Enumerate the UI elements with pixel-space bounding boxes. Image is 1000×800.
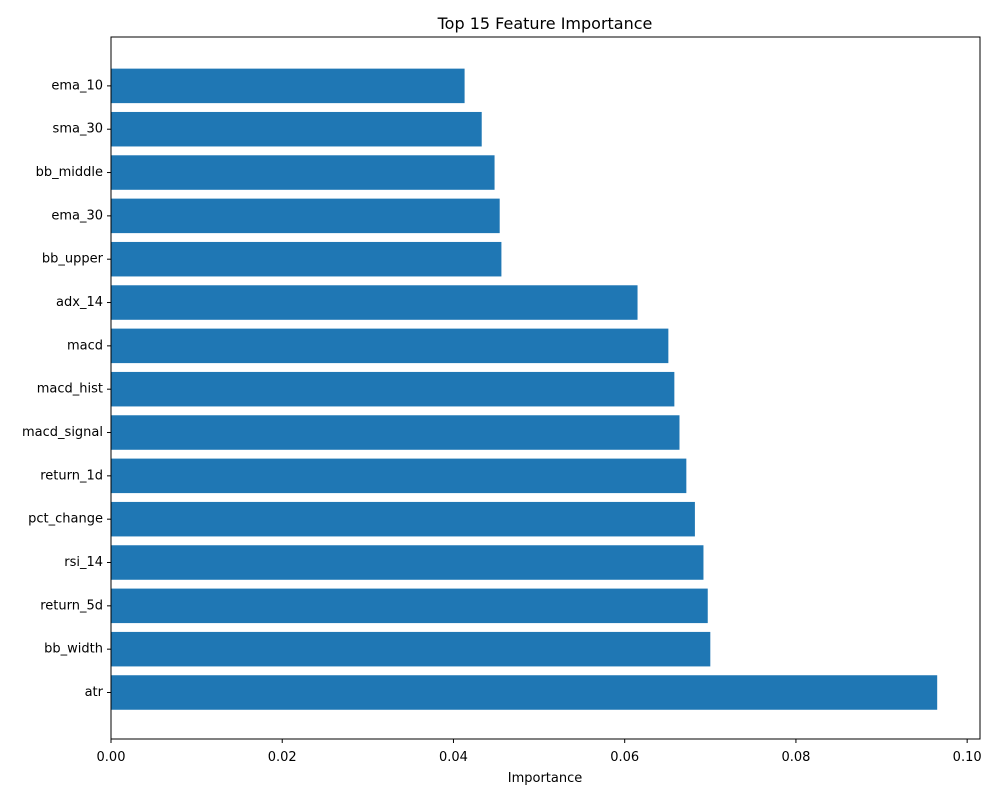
x-tick-label: 0.10 bbox=[953, 750, 982, 765]
y-tick-label: ema_30 bbox=[51, 208, 103, 223]
bar-return-5d bbox=[111, 588, 708, 624]
bar-pct-change bbox=[111, 501, 695, 537]
y-tick-label: return_1d bbox=[40, 468, 103, 483]
bars-group bbox=[111, 68, 938, 710]
y-tick-label: return_5d bbox=[40, 598, 103, 613]
y-tick-label: pct_change bbox=[28, 512, 103, 527]
bar-ema-10 bbox=[111, 68, 465, 104]
y-tick-label: bb_middle bbox=[36, 165, 103, 180]
bar-sma-30 bbox=[111, 111, 482, 147]
y-tick-label: ema_10 bbox=[51, 78, 103, 93]
plot-frame bbox=[110, 36, 981, 740]
bar-ema-30 bbox=[111, 198, 500, 234]
bar-atr bbox=[111, 675, 938, 710]
bar-bb-upper bbox=[111, 241, 502, 277]
x-tick-label: 0.00 bbox=[97, 750, 126, 765]
bar-macd bbox=[111, 328, 669, 364]
bar-rsi-14 bbox=[111, 545, 704, 580]
bar-return-1d bbox=[111, 458, 687, 494]
x-tick-label: 0.06 bbox=[610, 750, 639, 765]
y-tick-label: macd_hist bbox=[37, 382, 103, 397]
y-tick-label: bb_upper bbox=[42, 252, 104, 267]
bar-bb-width bbox=[111, 631, 711, 667]
y-tick-label: macd_signal bbox=[22, 425, 103, 440]
bar-bb-middle bbox=[111, 155, 495, 190]
x-tick-label: 0.04 bbox=[439, 750, 468, 765]
y-tick-label: sma_30 bbox=[53, 122, 103, 137]
x-tick-label: 0.02 bbox=[268, 750, 297, 765]
y-axis: atr bb_width return_5d rsi_14 pct_change retu… bbox=[22, 78, 111, 700]
y-tick-label: bb_width bbox=[44, 642, 103, 657]
x-tick-label: 0.08 bbox=[781, 750, 810, 765]
y-tick-label: macd bbox=[67, 338, 103, 353]
bar-adx-14 bbox=[111, 285, 638, 320]
y-tick-label: rsi_14 bbox=[64, 555, 103, 570]
y-tick-label: adx_14 bbox=[56, 295, 103, 310]
bar-macd-signal bbox=[111, 415, 680, 450]
x-axis: 0.00 0.02 0.04 0.06 0.08 0.10 bbox=[97, 739, 982, 765]
x-axis-label: Importance bbox=[508, 771, 583, 786]
chart-title: Top 15 Feature Importance bbox=[437, 14, 653, 33]
y-tick-label: atr bbox=[85, 685, 104, 700]
bar-macd-hist bbox=[111, 371, 675, 407]
